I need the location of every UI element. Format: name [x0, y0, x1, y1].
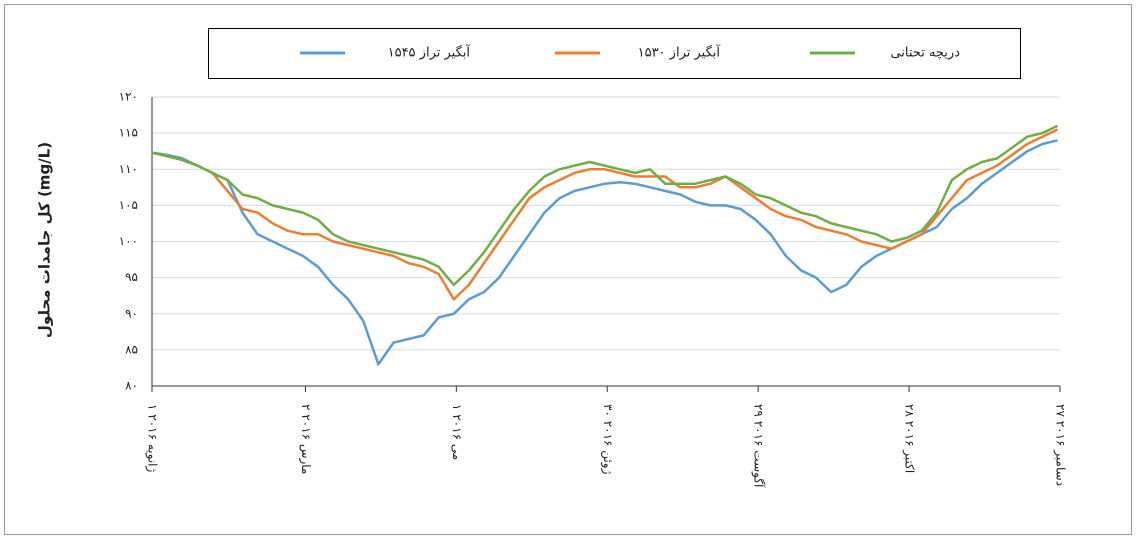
y-tick-label: ۱۰۰	[119, 234, 138, 248]
x-tick-label: ۱ ژانویه ۲۰۱۶	[145, 404, 160, 473]
x-tick-label: ۲۸ اکتبر ۲۰۱۶	[902, 404, 917, 473]
x-tick-label: ۲۹ آگوست ۲۰۱۶	[751, 404, 767, 488]
series-line	[151, 128, 1059, 301]
y-tick-label: ۱۱۰	[119, 162, 138, 176]
legend-label: دریچه تحتانی	[890, 46, 960, 61]
legend-label: آبگیر تراز ۱۵۴۵	[388, 44, 472, 61]
x-tick-label: ۱ می ۲۰۱۶	[450, 404, 464, 460]
series-line	[151, 124, 1059, 287]
x-tick-label: ۲ مارس ۲۰۱۶	[298, 404, 313, 474]
y-tick-label: ۹۵	[125, 270, 138, 284]
y-tick-label: ۹۰	[125, 306, 138, 320]
y-axis-title: کل جامدات محلول (mg/L)	[36, 142, 54, 338]
chart-frame	[4, 4, 1132, 535]
y-tick-label: ۱۰۵	[119, 198, 138, 212]
x-tick-label: ۳۰ ژوئن ۲۰۱۶	[600, 404, 615, 475]
y-tick-label: ۸۰	[125, 379, 138, 393]
legend-label: آبگیر تراز ۱۵۳۰	[638, 44, 722, 61]
y-tick-label: ۱۲۰	[119, 90, 138, 104]
x-tick-label: ۲۷ دسامبر ۲۰۱۶	[1053, 404, 1068, 486]
y-tick-label: ۸۵	[125, 342, 138, 356]
y-tick-label: ۱۱۵	[119, 126, 138, 140]
